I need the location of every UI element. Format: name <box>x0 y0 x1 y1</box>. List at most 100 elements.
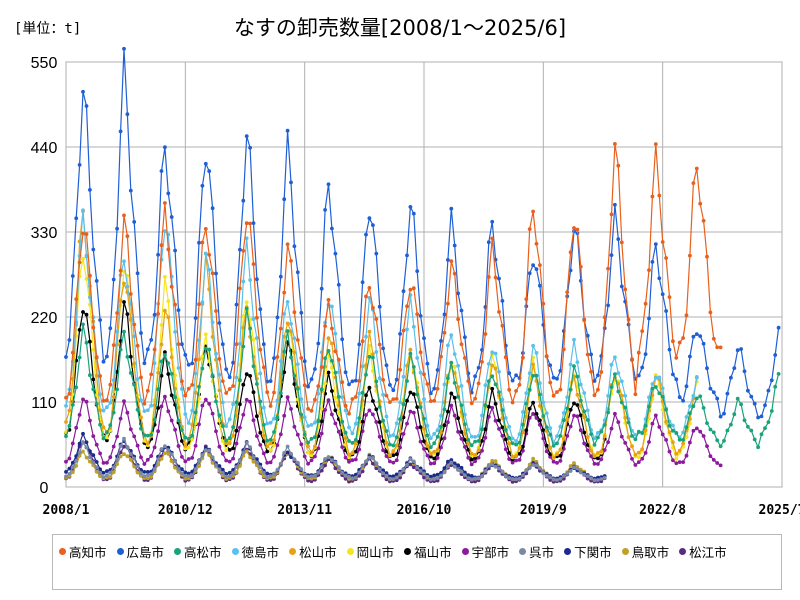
data-point <box>343 476 348 481</box>
data-point <box>265 449 270 454</box>
data-point <box>459 465 464 470</box>
data-point <box>722 411 726 416</box>
data-point <box>643 423 648 428</box>
data-point <box>309 450 314 455</box>
data-point <box>227 470 232 475</box>
data-point <box>633 452 638 457</box>
data-point <box>67 472 72 476</box>
data-point <box>521 410 525 414</box>
data-point <box>408 409 413 414</box>
data-point <box>238 247 242 252</box>
data-point <box>180 455 184 459</box>
data-point <box>295 270 300 275</box>
data-point <box>176 444 181 448</box>
data-point <box>200 366 205 371</box>
data-point <box>698 429 703 434</box>
data-point <box>534 416 539 420</box>
data-point <box>473 476 477 481</box>
data-point <box>98 392 102 397</box>
data-point <box>217 388 222 393</box>
data-point <box>156 387 161 392</box>
data-point <box>197 384 201 389</box>
data-point <box>186 421 191 425</box>
data-point <box>483 469 488 474</box>
data-point <box>446 464 450 469</box>
data-point <box>145 408 150 413</box>
data-point <box>258 430 263 435</box>
data-point <box>435 434 440 439</box>
data-point <box>231 402 236 407</box>
data-point <box>701 406 706 410</box>
data-point <box>582 441 587 446</box>
data-point <box>415 392 420 397</box>
data-point <box>149 472 154 477</box>
data-point <box>698 334 703 338</box>
data-point <box>227 417 232 422</box>
data-point <box>432 461 437 466</box>
data-point <box>125 355 130 359</box>
data-point <box>169 459 174 463</box>
data-point <box>647 395 651 400</box>
data-point <box>503 416 508 420</box>
legend-item: 下関市 <box>564 540 612 562</box>
data-point <box>227 436 232 441</box>
data-point <box>599 449 604 454</box>
data-point <box>585 474 590 478</box>
data-point <box>408 390 413 395</box>
data-point <box>493 459 498 463</box>
data-point <box>255 315 259 320</box>
data-point <box>135 464 140 469</box>
data-point <box>643 301 648 306</box>
data-point <box>442 312 447 317</box>
data-point <box>388 459 392 464</box>
data-point <box>166 191 171 196</box>
data-point <box>609 385 614 389</box>
data-point <box>711 390 716 395</box>
data-point <box>527 271 532 276</box>
data-point <box>463 431 467 436</box>
data-point <box>111 410 116 415</box>
data-point <box>500 425 505 430</box>
data-point <box>463 438 467 442</box>
data-point <box>183 446 188 451</box>
data-point <box>418 425 423 430</box>
data-point <box>688 440 692 445</box>
data-point <box>115 311 119 315</box>
data-point <box>295 460 300 465</box>
data-point <box>169 418 174 423</box>
data-point <box>596 462 600 466</box>
data-point <box>156 429 161 434</box>
data-point <box>398 417 402 422</box>
data-point <box>701 434 706 438</box>
data-point <box>207 347 212 352</box>
data-point <box>111 444 116 449</box>
data-point <box>653 385 658 389</box>
data-point <box>186 471 191 476</box>
data-point <box>408 462 413 467</box>
data-point <box>220 424 225 428</box>
data-point <box>268 379 273 383</box>
data-point <box>203 251 208 256</box>
data-point <box>122 259 126 264</box>
data-point <box>343 403 348 408</box>
data-point <box>619 393 624 398</box>
data-point <box>268 474 273 479</box>
data-point <box>541 471 546 475</box>
data-point <box>521 422 525 427</box>
data-point <box>367 354 372 359</box>
legend-item: 岡山市 <box>346 540 394 562</box>
data-point <box>476 448 481 453</box>
data-point <box>169 284 174 289</box>
data-point <box>122 46 126 51</box>
data-point <box>585 443 590 447</box>
data-point <box>531 412 535 416</box>
data-point <box>606 303 610 308</box>
data-point <box>231 446 236 451</box>
data-point <box>159 323 164 327</box>
data-point <box>258 443 263 447</box>
data-point <box>428 477 433 482</box>
data-point <box>210 271 215 276</box>
data-point <box>149 475 154 479</box>
data-point <box>347 452 351 457</box>
data-point <box>190 383 195 387</box>
